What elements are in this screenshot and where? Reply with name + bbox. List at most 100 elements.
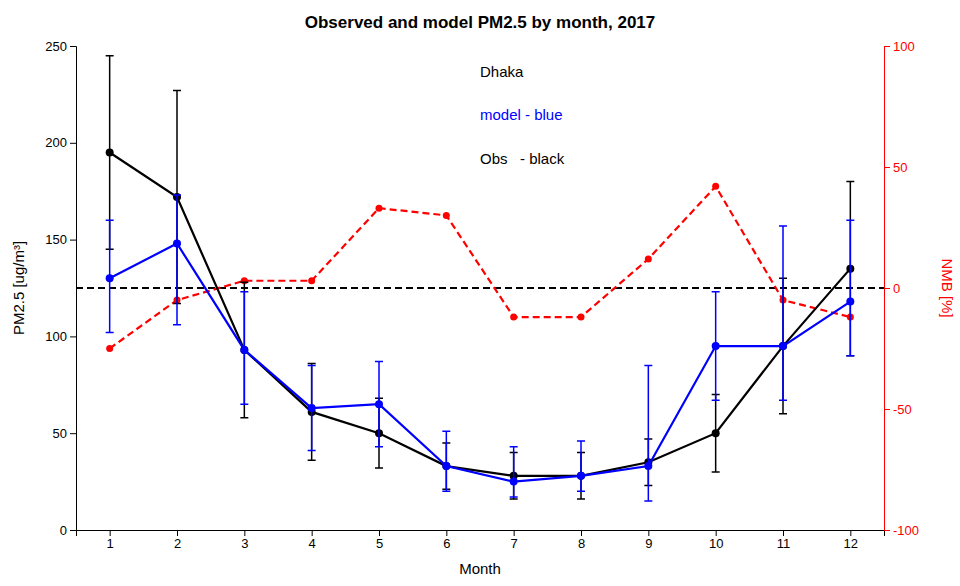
y2-axis-tick: -50: [884, 402, 912, 417]
point: [240, 346, 248, 354]
x-axis-tick-mark: [379, 530, 380, 536]
x-axis-tick: 12: [844, 530, 858, 551]
y2-axis-tick-label: 100: [893, 39, 915, 54]
error-bar: [240, 292, 248, 404]
x-axis-tick-label: 4: [309, 536, 316, 551]
x-axis-tick-label: 10: [709, 536, 723, 551]
y-axis: 0 50 100 150 200 250: [45, 39, 76, 538]
y2-axis-tick: 100: [884, 39, 915, 54]
y2-axis-tick-label: 50: [893, 160, 907, 175]
y-axis-tick-mark: [70, 336, 76, 337]
error-bar: [779, 226, 787, 400]
x-axis-title: Month: [459, 560, 501, 577]
title: Observed and model PM2.5 by month, 2017: [305, 13, 656, 32]
y-axis-tick-label: 50: [53, 426, 67, 441]
x-axis-line: [77, 531, 885, 537]
y2-axis-tick-mark: [884, 409, 890, 410]
point: [308, 404, 316, 412]
point: [106, 148, 114, 156]
x-axis-tick-label: 5: [376, 536, 383, 551]
point: [712, 429, 720, 437]
y-axis-tick: 50: [53, 426, 76, 441]
x-axis-tick: 10: [709, 530, 723, 551]
x-axis-tick: 6: [443, 530, 450, 551]
series: [106, 195, 855, 501]
x-axis-tick-label: 3: [241, 536, 248, 551]
y-axis-tick-label: 200: [45, 135, 67, 150]
point: [106, 345, 113, 352]
y-axis-tick: 250: [45, 39, 76, 54]
point: [375, 400, 383, 408]
x-axis-tick-mark: [850, 530, 851, 536]
series: [106, 183, 854, 352]
error-bar: [375, 362, 383, 447]
y-axis-tick-mark: [70, 240, 76, 241]
x-axis-tick-mark: [244, 530, 245, 536]
x-axis-tick-mark: [177, 530, 178, 536]
point: [577, 472, 585, 480]
y2-axis-tick-label: -100: [893, 523, 919, 538]
y2-axis-tick-label: 0: [893, 281, 900, 296]
error-bar: [644, 365, 652, 501]
line: [110, 243, 851, 481]
y2-axis-tick-mark: [884, 530, 890, 531]
point: [644, 462, 652, 470]
point: [173, 239, 181, 247]
point: [510, 478, 518, 486]
y2-axis-title: NMB [%]: [939, 258, 956, 317]
x-axis-tick: 11: [777, 530, 791, 551]
error-bar: [577, 441, 585, 491]
error-bar: [510, 447, 518, 497]
y-axis-tick-label: 100: [45, 329, 67, 344]
error-bar: [308, 364, 316, 461]
x-axis-tick-label: 11: [777, 536, 791, 551]
annotation: Dhaka: [480, 63, 524, 80]
error-bar: [712, 394, 720, 471]
point: [577, 472, 585, 480]
x-axis-tick: 4: [309, 530, 316, 551]
error-bar: [846, 220, 854, 356]
y-axis-title: PM2.5 [ug/m³]: [10, 241, 27, 335]
point: [106, 274, 114, 282]
error-bar: [240, 282, 248, 418]
x-axis-tick-mark: [312, 530, 313, 536]
y-axis-tick: 100: [45, 329, 76, 344]
y-axis-tick: 0: [60, 523, 76, 538]
x-axis-tick-mark: [648, 530, 649, 536]
y-axis-tick-mark: [70, 433, 76, 434]
y-axis-tick-label: 150: [45, 232, 67, 247]
line: [110, 186, 851, 348]
point: [779, 342, 787, 350]
point: [712, 342, 720, 350]
y-axis-tick-mark: [70, 46, 76, 47]
point: [779, 342, 787, 350]
x-axis-tick-label: 6: [443, 536, 450, 551]
point: [376, 205, 383, 212]
point: [846, 298, 854, 306]
y2-axis-tick-mark: [884, 288, 890, 289]
point: [510, 314, 517, 321]
x-axis-tick: 5: [376, 530, 383, 551]
x-axis: 123456789101112: [77, 530, 885, 551]
y-axis-tick-mark: [70, 143, 76, 144]
plot: 123456789101112050100150200250-100-50050…: [10, 39, 956, 577]
y2-axis: -100 -50 0 50 100: [884, 39, 919, 538]
y2-axis-tick-mark: [884, 46, 890, 47]
reference-line: [76, 287, 884, 289]
y-axis-line: [70, 47, 77, 531]
point: [240, 346, 248, 354]
point: [578, 314, 585, 321]
x-axis-tick: 1: [107, 530, 114, 551]
error-bar: [173, 195, 181, 325]
error-bar: [846, 182, 854, 356]
x-axis-tick-mark: [446, 530, 447, 536]
error-bar: [308, 365, 316, 450]
error-bar: [442, 431, 450, 491]
point: [442, 462, 450, 470]
error-bar: [712, 292, 720, 400]
annotation: model - blue: [480, 106, 563, 123]
x-axis-tick-label: 1: [107, 536, 114, 551]
x-axis-tick: 7: [511, 530, 518, 551]
point: [645, 255, 652, 262]
x-axis-tick-label: 7: [511, 536, 518, 551]
